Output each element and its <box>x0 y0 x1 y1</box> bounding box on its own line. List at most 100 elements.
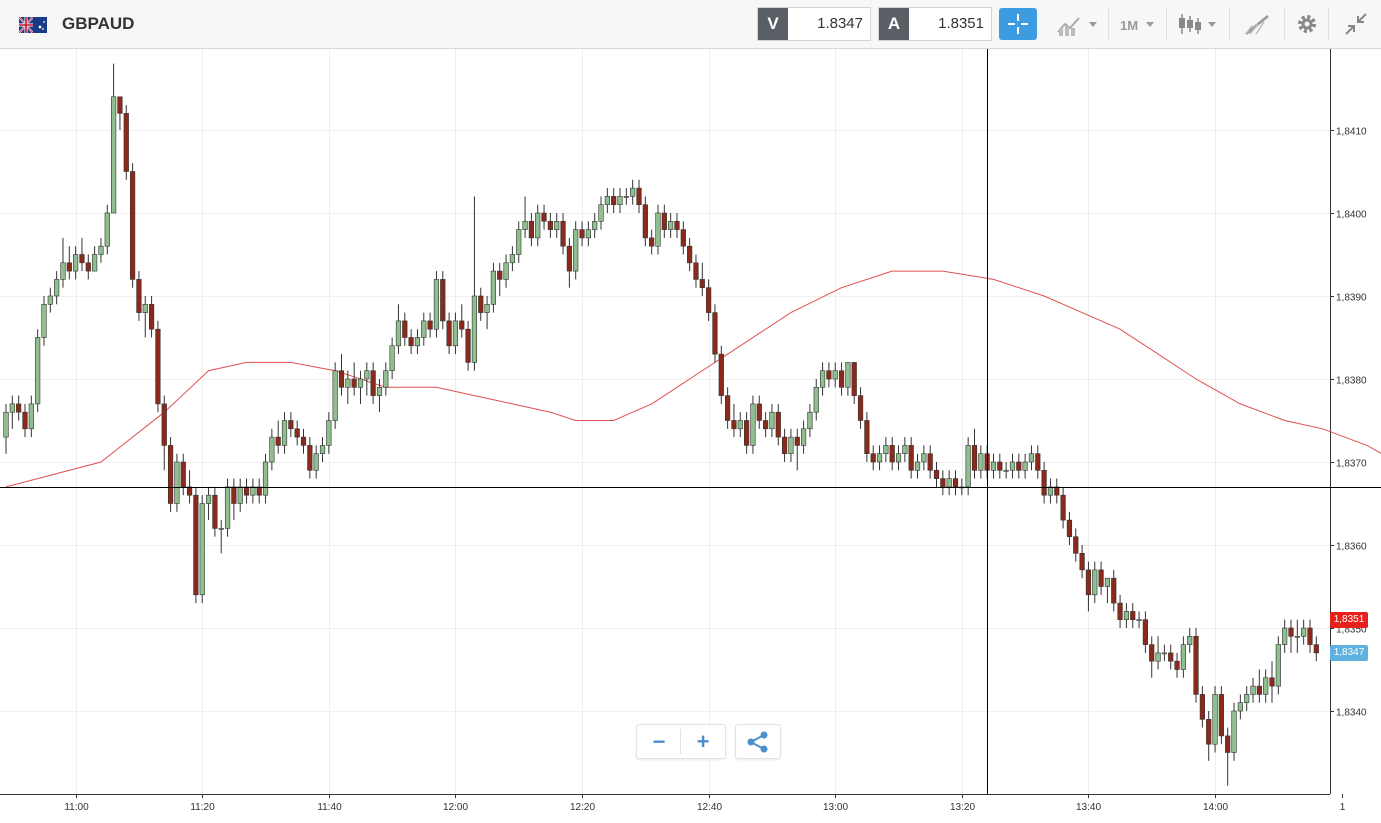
candle <box>560 213 566 255</box>
zoom-controls: − + <box>636 724 726 759</box>
candle <box>630 179 636 205</box>
candle <box>262 453 269 504</box>
x-tick-label: 12:40 <box>697 802 722 813</box>
timeframe-label: 1M <box>1120 18 1139 33</box>
candle <box>1187 628 1193 653</box>
candle <box>130 163 136 288</box>
candle <box>250 478 256 504</box>
y-tick-label: 1,8410 <box>1336 127 1367 138</box>
candle <box>446 312 452 355</box>
sell-price: 1.8347 <box>817 15 863 32</box>
candle <box>174 453 180 512</box>
buy-price-box[interactable]: A 1.8351 <box>878 7 992 41</box>
candle <box>256 478 262 504</box>
candle <box>585 221 591 247</box>
x-tick-label: 14:00 <box>1203 802 1228 813</box>
bid-price-tag: 1,8347 <box>1330 644 1368 661</box>
drawing-tools-button[interactable] <box>1238 8 1278 40</box>
candle <box>490 262 497 313</box>
candle <box>294 420 300 446</box>
candle <box>364 362 370 396</box>
candle <box>1218 686 1224 745</box>
candle <box>142 296 148 338</box>
candle <box>661 204 667 238</box>
instrument-symbol: GBPAUD <box>62 14 135 33</box>
candle <box>1313 636 1319 662</box>
candle <box>604 188 610 213</box>
sell-price-box[interactable]: V 1.8347 <box>757 7 871 41</box>
candle <box>193 486 199 604</box>
collapse-button[interactable] <box>1338 8 1374 40</box>
candle <box>623 188 629 205</box>
candle <box>376 379 383 413</box>
candle <box>927 445 933 479</box>
candle <box>908 437 914 479</box>
ask-price-tag: 1,8351 <box>1330 611 1368 628</box>
candle <box>1111 569 1117 612</box>
candle <box>1085 561 1092 612</box>
candle <box>699 262 705 296</box>
candle <box>288 412 294 438</box>
time-axis: 11:00 11:20 11:40 12:00 12:20 12:40 13:00 13:20… <box>64 794 1346 813</box>
x-tick-label: 11:40 <box>317 802 342 813</box>
zoom-in-button[interactable]: + <box>696 729 710 754</box>
candle <box>1199 686 1205 728</box>
candle <box>1060 486 1066 529</box>
candle <box>978 445 984 479</box>
chart-type-button[interactable] <box>1172 8 1224 40</box>
candle <box>66 246 72 280</box>
buy-price: 1.8351 <box>938 15 984 32</box>
candle <box>718 345 724 404</box>
candle <box>1003 462 1009 479</box>
candle <box>136 271 142 321</box>
candle <box>642 196 648 247</box>
candle <box>1142 611 1148 653</box>
x-tick-label: 13:40 <box>1076 802 1101 813</box>
candle <box>832 362 838 388</box>
candle <box>889 437 895 471</box>
candle <box>1301 619 1307 645</box>
share-button[interactable] <box>735 724 781 759</box>
candle <box>1244 686 1250 711</box>
candle <box>1168 644 1174 670</box>
x-tick-label: 13:20 <box>950 802 975 813</box>
candle <box>959 478 965 496</box>
candle <box>155 320 161 413</box>
settings-button[interactable] <box>1290 8 1324 40</box>
zoom-out-button[interactable]: − <box>652 729 666 754</box>
candle <box>1282 619 1288 653</box>
candle <box>1237 694 1243 720</box>
candle <box>199 495 205 604</box>
candle <box>876 445 883 471</box>
y-tick-label: 1,8390 <box>1336 293 1367 304</box>
candle <box>1161 644 1167 662</box>
x-tick-label: 1 <box>1340 802 1346 813</box>
candle <box>573 221 579 280</box>
candle <box>636 179 642 213</box>
candle <box>1041 462 1047 504</box>
candle <box>997 453 1003 479</box>
gear-icon <box>1298 15 1316 33</box>
indicator-chart-icon <box>1057 17 1097 36</box>
candle <box>313 445 319 479</box>
candle <box>1206 711 1212 761</box>
candle <box>813 379 819 421</box>
candle <box>218 520 224 554</box>
candle <box>1123 603 1130 628</box>
x-tick-label: 11:20 <box>190 802 215 813</box>
candle <box>54 271 60 305</box>
indicators-button[interactable] <box>1053 8 1103 40</box>
crosshair-button[interactable] <box>999 8 1037 40</box>
candle <box>1022 453 1028 479</box>
price-chart[interactable]: 1,8340 1,8350 1,8360 1,8370 1,8380 1,8390 1,84… <box>0 49 1381 823</box>
chart-toolbar: GBPAUD V 1.8347 A 1.8351 1M <box>0 0 1381 49</box>
candle <box>1066 511 1073 545</box>
candle <box>655 204 661 255</box>
candle <box>1073 528 1079 562</box>
candle <box>300 428 307 454</box>
candle <box>737 412 743 438</box>
candle <box>845 362 851 396</box>
candle <box>819 362 826 396</box>
y-tick-label: 1,8340 <box>1336 708 1367 719</box>
candle <box>687 237 693 272</box>
